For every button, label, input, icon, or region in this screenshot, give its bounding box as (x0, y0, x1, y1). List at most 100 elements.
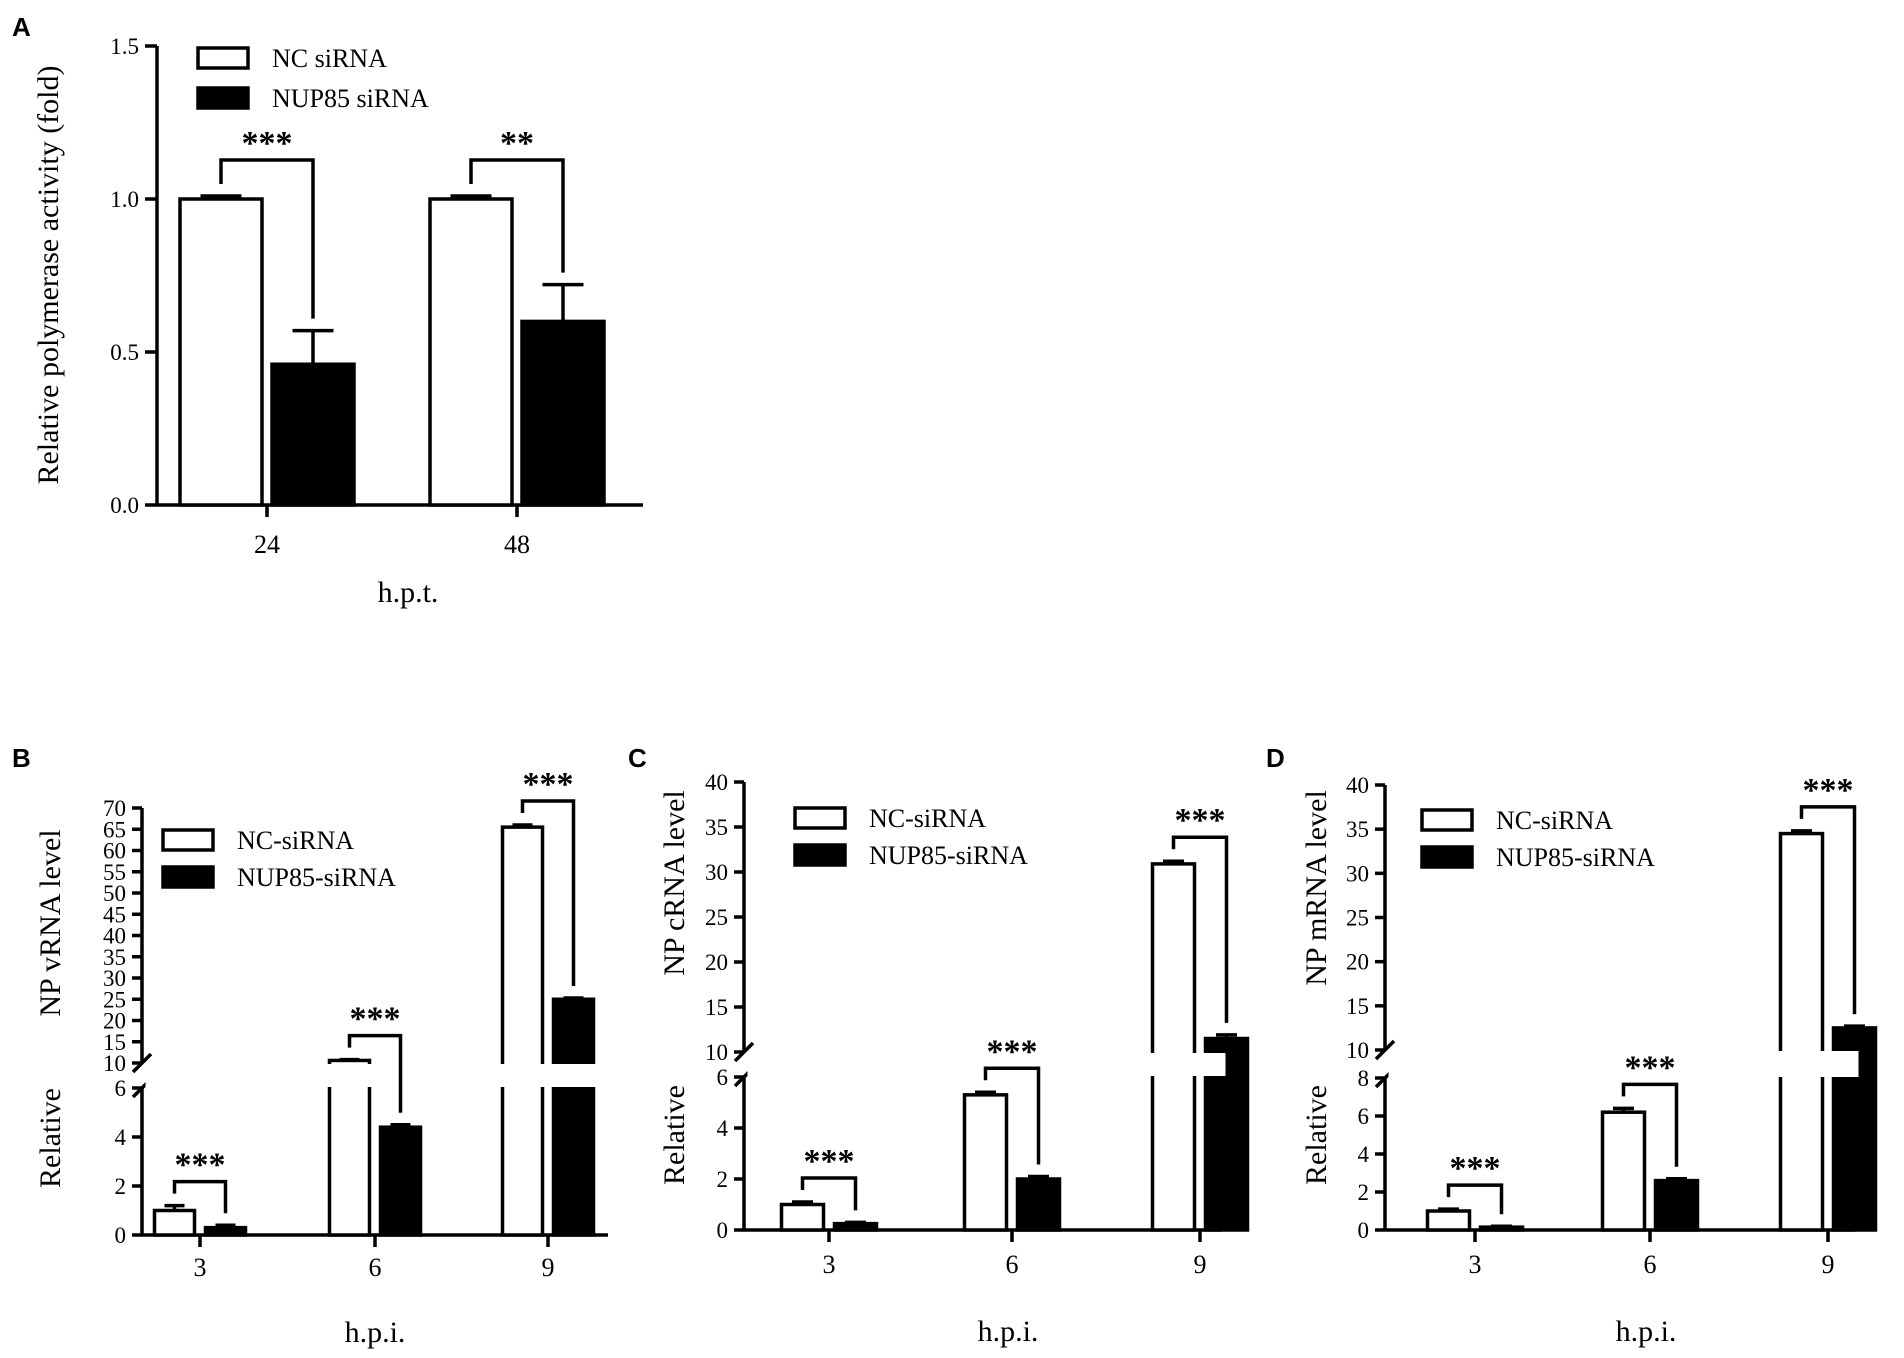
significance-label: *** (804, 1143, 855, 1180)
y-axis-title-level: NP cRNA level (658, 790, 691, 976)
bar-nup85 (1015, 1177, 1062, 1232)
significance-label: *** (242, 125, 293, 162)
y-tick-label: 20 (1346, 950, 1369, 975)
y-tick-label: 6 (717, 1065, 729, 1090)
y-axis-title-level: NP mRNA level (1300, 790, 1333, 986)
legend-swatch (196, 46, 250, 70)
significance-label: *** (175, 1147, 226, 1184)
bar-nc (428, 197, 514, 507)
y-tick-label: 4 (1358, 1142, 1370, 1167)
significance-bracket (469, 158, 565, 273)
y-tick-label: 8 (1358, 1066, 1370, 1091)
y-axis-title: Relative polymerase activity (fold) (32, 65, 65, 484)
legend-label: NC siRNA (272, 44, 387, 73)
bar-break-edge (1833, 1047, 1876, 1050)
y-tick-label: 10 (705, 1040, 728, 1065)
y-tick-label: 65 (103, 817, 126, 842)
bar-nup85 (1653, 1178, 1700, 1232)
legend-swatch (196, 86, 250, 110)
significance-label: ** (500, 125, 534, 162)
x-tick-label: 3 (823, 1250, 836, 1279)
legend-swatch (793, 843, 847, 867)
y-tick-label: 30 (1346, 861, 1369, 886)
x-tick-label: 3 (194, 1253, 207, 1282)
y-tick-label: 70 (103, 796, 126, 821)
y-tick-label: 20 (103, 1009, 126, 1034)
y-tick-label: 2 (1358, 1180, 1370, 1205)
significance-bracket (520, 799, 576, 986)
bar-break-edge (553, 1060, 594, 1063)
y-tick-label: 15 (705, 995, 728, 1020)
y-tick-label: 0.5 (110, 340, 139, 365)
x-tick-label: 9 (542, 1253, 555, 1282)
legend-label: NUP85 siRNA (272, 84, 429, 113)
bar-nc (500, 825, 545, 1237)
bar-nc (1778, 831, 1825, 1232)
bar-nup85 (832, 1221, 879, 1232)
x-tick-label: 9 (1822, 1250, 1835, 1279)
bar-nc (327, 1058, 372, 1237)
significance-label: *** (523, 766, 574, 803)
y-tick-label: 55 (103, 860, 126, 885)
bar-nc (1425, 1209, 1472, 1232)
significance-bracket (983, 1066, 1041, 1165)
y-tick-label: 30 (705, 860, 728, 885)
legend-swatch (1420, 808, 1474, 832)
y-tick-label: 25 (705, 905, 728, 930)
significance-label: *** (1450, 1150, 1501, 1187)
legend-swatch (161, 828, 215, 852)
y-tick-label: 25 (103, 987, 126, 1012)
y-tick-label: 0.0 (110, 493, 139, 518)
y-tick-label: 4 (115, 1125, 127, 1150)
y-tick-label: 15 (1346, 994, 1369, 1019)
y-tick-label: 35 (103, 945, 126, 970)
y-tick-label: 10 (1346, 1038, 1369, 1063)
y-tick-label: 10 (103, 1051, 126, 1076)
bar-break-edge (1205, 1049, 1248, 1052)
bar-nup85 (551, 997, 596, 1237)
y-tick-label: 50 (103, 881, 126, 906)
y-tick-label: 0 (115, 1223, 127, 1248)
x-tick-label: 6 (1006, 1250, 1019, 1279)
significance-label: *** (1803, 772, 1854, 809)
bar-break-edge (553, 1088, 594, 1091)
significance-label: *** (1175, 802, 1226, 839)
bar-nup85 (270, 362, 356, 507)
y-tick-label: 45 (103, 902, 126, 927)
y-tick-label: 40 (103, 924, 126, 949)
y-tick-label: 15 (103, 1030, 126, 1055)
bar-break-edge (1833, 1078, 1876, 1081)
legend-swatch (793, 806, 847, 830)
bar-nc (1150, 862, 1197, 1232)
significance-bracket (800, 1176, 858, 1211)
panel-letter: C (628, 743, 647, 773)
significance-bracket (347, 1033, 403, 1113)
y-axis-title-relative: Relative (34, 1088, 67, 1188)
y-tick-label: 25 (1346, 906, 1369, 931)
y-tick-label: 40 (705, 770, 728, 795)
significance-bracket (1621, 1082, 1679, 1167)
legend-label: NC-siRNA (237, 826, 354, 855)
y-tick-label: 6 (115, 1076, 127, 1101)
x-tick-label: 24 (254, 530, 280, 559)
panel-letter: D (1266, 743, 1285, 773)
significance-bracket (172, 1179, 228, 1214)
y-tick-label: 1.0 (110, 187, 139, 212)
bar-nc (779, 1202, 826, 1232)
y-tick-label: 1.5 (110, 34, 139, 59)
legend-swatch (1420, 845, 1474, 869)
panel-d: D 0 2 4 6 8 10 15 20 25 30 35 40 3 6 9 *** *** *** h.p.i. Re… (1266, 743, 1878, 1348)
significance-bracket (1446, 1183, 1504, 1215)
bar-nup85 (520, 319, 606, 507)
axis-break-gap (747, 1053, 1226, 1076)
y-axis-title-relative: Relative (1300, 1085, 1333, 1185)
bar-nc (178, 197, 264, 507)
significance-label: *** (350, 1001, 401, 1038)
bar-nup85 (203, 1225, 248, 1237)
legend-label: NC-siRNA (1496, 806, 1613, 835)
y-tick-label: 2 (115, 1174, 127, 1199)
bar-nc (152, 1208, 197, 1237)
